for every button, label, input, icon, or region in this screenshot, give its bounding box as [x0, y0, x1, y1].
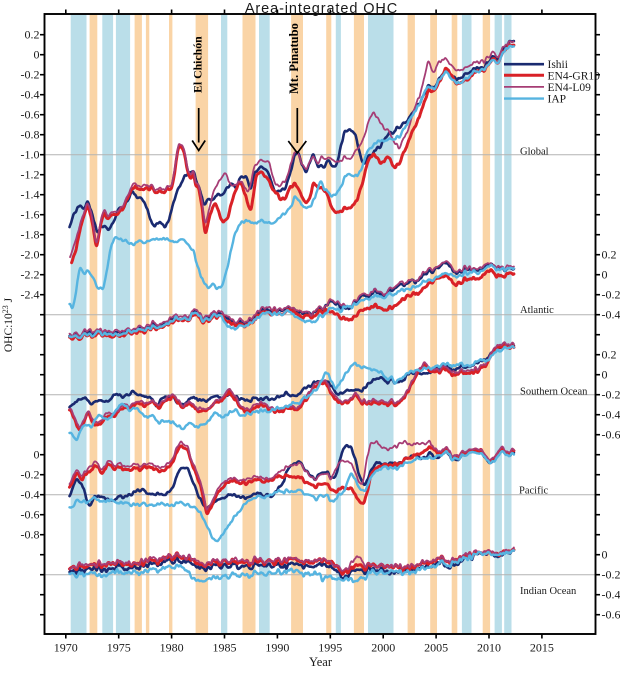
svg-text:-0.6: -0.6: [21, 508, 40, 522]
svg-text:1975: 1975: [107, 641, 131, 655]
svg-text:-0.2: -0.2: [21, 468, 40, 482]
svg-text:-0.2: -0.2: [602, 288, 620, 302]
svg-text:2010: 2010: [477, 641, 501, 655]
svg-text:1995: 1995: [318, 641, 342, 655]
svg-text:-0.6: -0.6: [602, 428, 620, 442]
svg-text:-0.6: -0.6: [602, 608, 620, 622]
svg-text:1980: 1980: [160, 641, 184, 655]
svg-text:IAP: IAP: [548, 94, 567, 106]
svg-text:-0.2: -0.2: [602, 388, 620, 402]
svg-text:-0.2: -0.2: [602, 568, 620, 582]
svg-text:Southern Ocean: Southern Ocean: [520, 386, 588, 397]
svg-text:-0.4: -0.4: [21, 488, 40, 502]
svg-text:Indian Ocean: Indian Ocean: [520, 586, 577, 597]
svg-text:0: 0: [34, 48, 40, 62]
svg-text:0.2: 0.2: [602, 348, 617, 362]
svg-text:-0.6: -0.6: [21, 108, 40, 122]
svg-text:0.2: 0.2: [25, 28, 40, 42]
svg-text:Global: Global: [520, 146, 549, 157]
svg-text:0.2: 0.2: [602, 248, 617, 262]
svg-text:EN4-L09: EN4-L09: [548, 82, 592, 94]
svg-text:2005: 2005: [424, 641, 448, 655]
svg-text:-0.4: -0.4: [602, 308, 620, 322]
svg-text:-0.2: -0.2: [21, 68, 40, 82]
svg-text:-1.0: -1.0: [21, 148, 40, 162]
svg-text:-2.4: -2.4: [21, 288, 40, 302]
svg-text:1970: 1970: [54, 641, 78, 655]
svg-text:1985: 1985: [213, 641, 237, 655]
svg-text:-1.8: -1.8: [21, 228, 40, 242]
svg-text:Area-integrated OHC: Area-integrated OHC: [245, 1, 398, 17]
svg-text:2015: 2015: [530, 641, 554, 655]
svg-text:OHC:1023 J: OHC:1023 J: [1, 297, 16, 352]
svg-text:-0.4: -0.4: [21, 88, 40, 102]
svg-text:Mt. Pinatubo: Mt. Pinatubo: [287, 23, 301, 94]
svg-text:Year: Year: [309, 655, 333, 669]
svg-text:-2.2: -2.2: [21, 268, 40, 282]
svg-text:Atlantic: Atlantic: [520, 305, 554, 316]
svg-text:EN4-GR10: EN4-GR10: [548, 70, 601, 82]
svg-text:-2.0: -2.0: [21, 248, 40, 262]
svg-text:0: 0: [602, 268, 608, 282]
svg-text:0: 0: [34, 448, 40, 462]
svg-text:1990: 1990: [265, 641, 289, 655]
svg-text:-1.6: -1.6: [21, 208, 40, 222]
svg-text:0: 0: [602, 548, 608, 562]
svg-text:Pacific: Pacific: [519, 486, 548, 497]
svg-text:-0.8: -0.8: [21, 528, 40, 542]
svg-text:2000: 2000: [371, 641, 395, 655]
svg-text:-0.4: -0.4: [602, 408, 620, 422]
svg-text:0: 0: [602, 368, 608, 382]
svg-text:-0.8: -0.8: [21, 128, 40, 142]
svg-text:-0.4: -0.4: [602, 588, 620, 602]
svg-text:-1.4: -1.4: [21, 188, 40, 202]
svg-text:-1.2: -1.2: [21, 168, 40, 182]
svg-text:El Chichón: El Chichón: [190, 36, 204, 93]
